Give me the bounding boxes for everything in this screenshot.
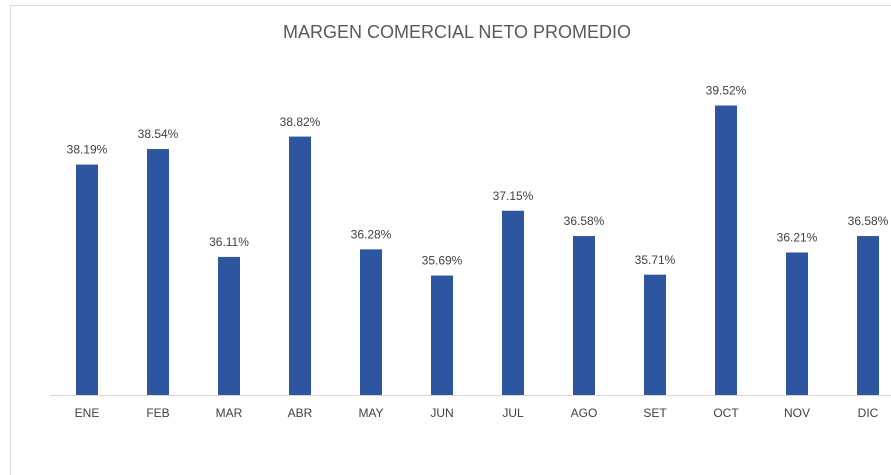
bar [147,149,169,395]
x-tick-label: ENE [75,406,100,420]
data-label: 36.11% [209,235,249,249]
data-label: 35.71% [635,253,676,267]
data-label: 36.28% [351,228,392,242]
data-label: 36.21% [777,231,818,245]
x-tick-label: MAR [216,406,243,420]
bar [218,256,240,395]
x-tick-label: FEB [146,406,169,420]
x-tick-label: ABR [288,406,313,420]
bar [431,275,453,395]
chart-frame [10,5,891,475]
bar [857,236,879,395]
data-label: 39.52% [706,84,747,98]
bar [502,210,524,395]
x-tick-label: SET [643,406,667,420]
data-label: 36.58% [564,214,605,228]
bar [360,249,382,395]
x-tick-label: DIC [858,406,879,420]
x-tick-label: NOV [784,406,810,420]
bar [76,164,98,395]
bar [786,252,808,395]
data-label: 38.54% [138,127,179,141]
bar [715,105,737,396]
data-label: 38.19% [67,143,108,157]
x-tick-label: JUL [502,406,524,420]
data-label: 38.82% [280,115,321,129]
bar [644,274,666,395]
x-tick-label: MAY [358,406,383,420]
data-label: 35.69% [422,254,463,268]
data-label: 37.15% [493,189,534,203]
bar [289,136,311,396]
x-tick-label: AGO [571,406,598,420]
chart-title: MARGEN COMERCIAL NETO PROMEDIO [283,22,631,42]
x-tick-label: JUN [430,406,453,420]
data-label: 36.58% [848,214,889,228]
x-tick-label: OCT [713,406,739,420]
bar [573,236,595,395]
